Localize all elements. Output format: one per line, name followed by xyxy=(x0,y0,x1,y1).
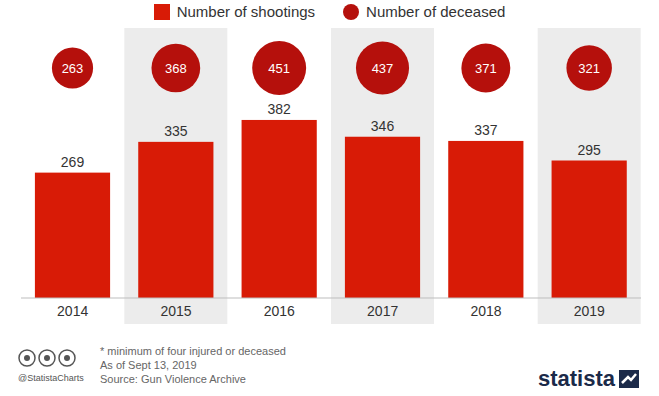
svg-text:321: 321 xyxy=(578,61,600,76)
svg-text:368: 368 xyxy=(165,61,187,76)
html-text:@StatistaCharts: @StatistaCharts xyxy=(18,373,84,383)
svg-text:295: 295 xyxy=(577,142,601,158)
svg-text:263: 263 xyxy=(62,61,84,76)
svg-text:451: 451 xyxy=(268,61,290,76)
svg-text:2015: 2015 xyxy=(160,303,191,319)
svg-text:2019: 2019 xyxy=(574,303,605,319)
html-text:* minimum of four injured or d: * minimum of four injured or deceased xyxy=(100,345,286,357)
html-text:As of Sept 13, 2019: As of Sept 13, 2019 xyxy=(100,359,197,371)
svg-text:2017: 2017 xyxy=(367,303,398,319)
html-text:Number of deceased: Number of deceased xyxy=(366,3,506,20)
svg-text:346: 346 xyxy=(371,118,395,134)
svg-text:437: 437 xyxy=(372,61,394,76)
svg-text:269: 269 xyxy=(61,154,85,170)
svg-text:382: 382 xyxy=(267,101,291,117)
svg-text:2018: 2018 xyxy=(470,303,501,319)
svg-text:2016: 2016 xyxy=(264,303,295,319)
svg-text:337: 337 xyxy=(474,122,498,138)
svg-text:335: 335 xyxy=(164,123,188,139)
html-text:Source: Gun Violence Archive: Source: Gun Violence Archive xyxy=(100,373,246,385)
svg-text:2014: 2014 xyxy=(57,303,88,319)
html-text:Number of shootings: Number of shootings xyxy=(176,3,316,20)
html-text:statista: statista xyxy=(538,366,615,391)
svg-text:371: 371 xyxy=(475,61,497,76)
